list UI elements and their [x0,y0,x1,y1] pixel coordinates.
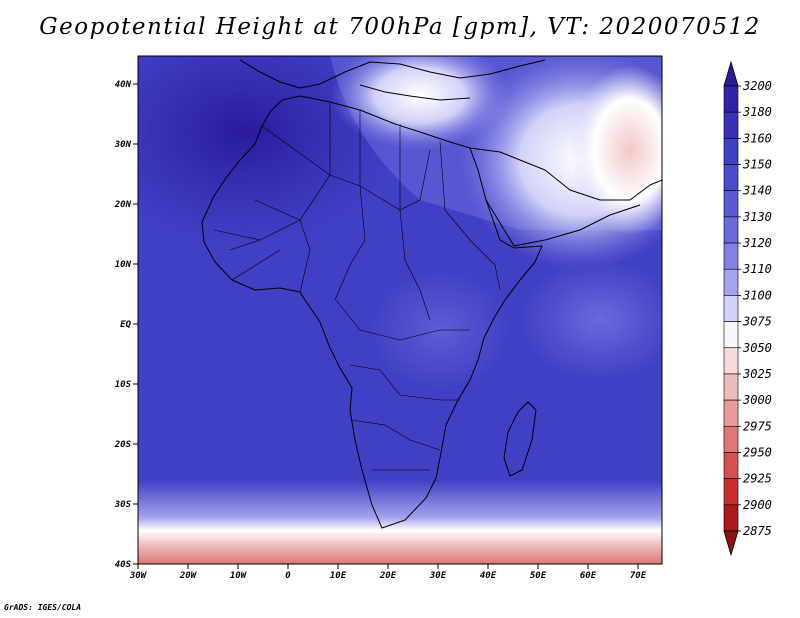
colorbar-segment [723,347,739,375]
colorbar-segment [723,425,739,453]
lon-tick-label: 40E [480,571,497,581]
colorbar-label: 2875 [743,524,772,538]
field-southern-trough [360,528,580,564]
madagascar-coastline [503,401,537,477]
colorbar-label: 3050 [742,341,772,355]
colorbar-label: 2925 [743,472,772,486]
colorbar-label: 2975 [743,419,772,433]
colorbar-label: 3120 [742,236,772,250]
colorbar-segment [723,138,739,165]
colorbar-label: 3200 [742,79,772,93]
border-line [439,141,501,291]
lon-tick-label: 70E [630,571,647,581]
field-indian-ocean [520,260,662,380]
height-field [138,56,662,564]
colorbar-label: 3160 [742,131,772,145]
colorbar: 3200 3180 3160 3150 3140 3130 3120 3110 3100 3075… [723,60,772,557]
lat-tick-label: 30S [114,500,132,510]
colorbar-segment [723,164,739,192]
border-line [335,299,470,341]
colorbar-segment [723,504,739,532]
colorbar-segment [723,268,739,296]
border-line [261,125,431,211]
colorbar-segment [723,321,739,349]
lon-tick-label: 20W [179,571,198,581]
colorbar-segment [723,111,739,139]
colorbar-segment [723,216,739,244]
colorbar-min-arrow [723,530,739,557]
plot-frame [137,55,663,565]
border-line [213,199,311,293]
lon-tick-label: 10W [230,571,248,581]
colorbar-segment [723,452,739,479]
lat-tick-label: 20N [114,200,132,210]
colorbar-label: 3140 [742,184,772,198]
africa-coastline [201,95,543,529]
colorbar-max-arrow [723,60,739,87]
field-persia-low [570,65,662,235]
colorbar-label: 3025 [742,367,772,381]
colorbar-label: 2900 [743,498,772,512]
colorbar-segment [723,295,739,322]
colorbar-label: 3100 [742,288,772,302]
border-line [334,110,366,301]
border-line [349,364,460,401]
colorbar-label: 3110 [742,262,772,276]
colorbar-segment [723,190,739,218]
field-mediterranean-low [330,56,510,150]
lon-tick-label: 60E [580,571,597,581]
europe-coastline [239,59,546,101]
credit-label: GrADS: IGES/COLA [4,603,82,612]
colorbar-segment [723,373,739,401]
lon-tick-label: 30E [429,571,447,581]
lon-tick-label: 0 [285,571,291,581]
lat-tick-label: 40N [115,80,132,90]
lon-tick-label: 20E [379,571,397,581]
colorbar-segment [723,478,739,506]
lon-tick-label: 50E [530,571,547,581]
colorbar-label: 3000 [742,393,772,407]
longitude-axis: 30W 20W 10W 0 10E 20E 30E 40E 50E 60E 70E [129,564,647,581]
lon-tick-label: 30W [129,571,148,581]
coastlines [201,59,663,529]
lat-tick-label: 30N [114,140,132,150]
lat-tick-label: 20S [114,440,132,450]
colorbar-label: 2950 [743,445,772,459]
lat-tick-label: 10S [115,380,132,390]
latitude-axis: 40N 30N 20N 10N EQ 10S 20S 30S 40S [114,80,138,570]
border-line [399,124,431,321]
colorbar-label: 3130 [742,210,772,224]
colorbar-segment [723,399,739,427]
chart-title: Geopotential Height at 700hPa [gpm], VT:… [39,14,761,40]
lat-tick-label: 40S [115,560,132,570]
lon-tick-label: 10E [330,571,347,581]
border-line [351,419,441,451]
lat-tick-label: EQ [120,320,131,330]
colorbar-label: 3150 [742,158,772,172]
country-borders [213,102,501,471]
colorbar-label: 3075 [742,315,772,329]
lat-tick-label: 10N [115,260,132,270]
colorbar-segment [723,85,739,113]
colorbar-segment [723,242,739,270]
colorbar-label: 3180 [742,105,772,119]
arabia-coastline [469,147,663,247]
